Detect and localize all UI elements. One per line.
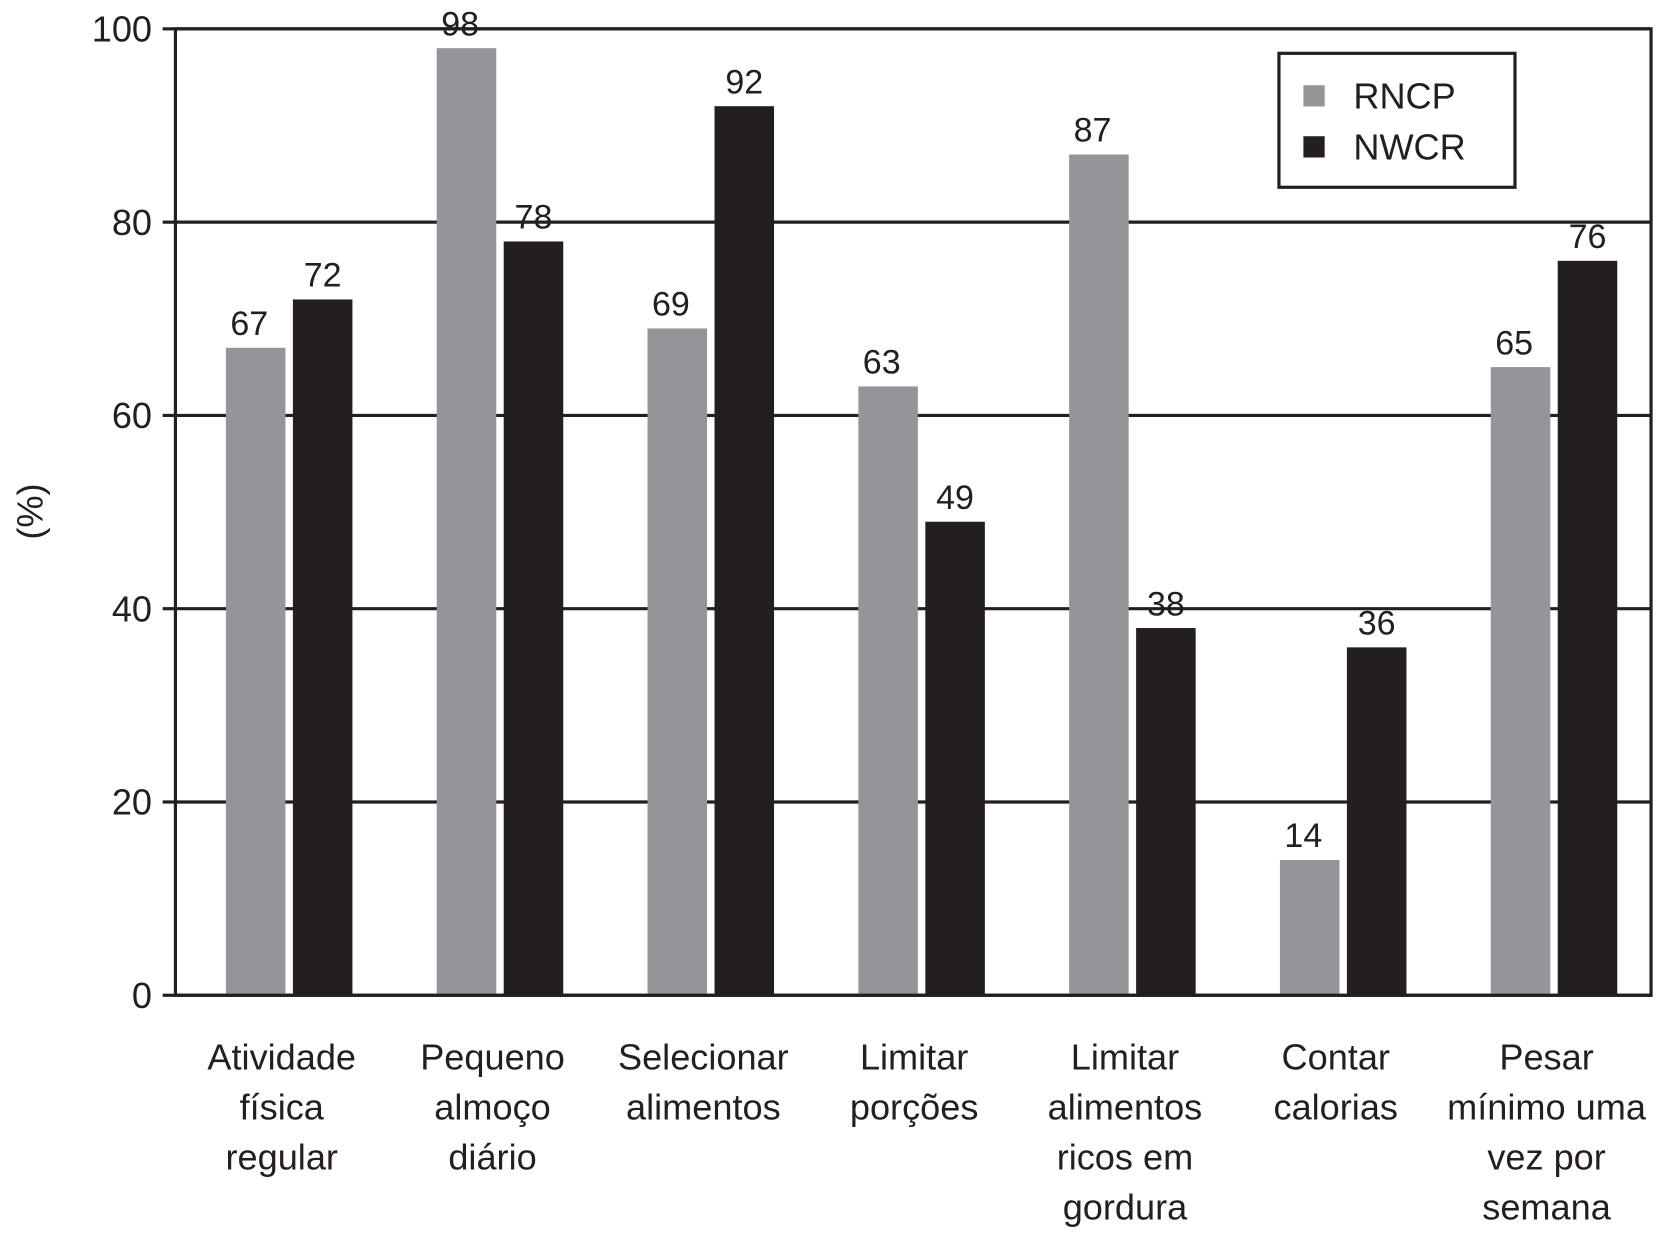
data-label: 63 — [863, 344, 901, 382]
bar-nwcr — [1346, 647, 1407, 996]
data-label: 98 — [441, 5, 479, 43]
y-axis-label: (%) — [10, 483, 51, 539]
x-tick-label: Limitar — [1071, 1037, 1179, 1078]
data-label: 78 — [515, 199, 553, 237]
legend-swatch-rncp — [1303, 85, 1325, 107]
bar-nwcr — [1557, 260, 1618, 996]
data-label: 36 — [1358, 605, 1396, 643]
legend: RNCP NWCR — [1277, 51, 1517, 189]
x-tick-label: Limitar — [860, 1037, 968, 1078]
data-label: 69 — [652, 286, 690, 324]
data-label: 38 — [1147, 585, 1185, 623]
legend-box — [1277, 51, 1517, 189]
bar-rncp — [1069, 154, 1129, 996]
x-tick-label: física — [240, 1087, 325, 1128]
y-tick-label: 0 — [132, 975, 152, 1016]
bar-rncp — [1490, 367, 1551, 996]
bar-rncp — [647, 328, 708, 996]
y-tick-label: 80 — [112, 202, 152, 243]
data-label: 67 — [230, 305, 268, 343]
plot-frame — [173, 27, 1653, 997]
x-tick-label: calorias — [1274, 1087, 1398, 1128]
x-tick-label: vez por — [1487, 1137, 1605, 1178]
x-tick-label: regular — [226, 1137, 338, 1178]
x-tick-label: alimentos — [1048, 1087, 1203, 1128]
y-tick-label: 20 — [112, 782, 152, 823]
x-tick-label: alimentos — [626, 1087, 781, 1128]
legend-swatch-nwcr — [1303, 136, 1325, 158]
bar-nwcr — [714, 106, 775, 996]
bar-rncp — [225, 347, 286, 996]
bar-nwcr — [292, 299, 353, 996]
legend-label: NWCR — [1353, 127, 1465, 168]
x-tick-label: ricos em — [1057, 1137, 1194, 1178]
x-tick-label: Pequeno — [420, 1037, 565, 1078]
y-tick-label: 60 — [112, 395, 152, 436]
data-label: 92 — [725, 63, 763, 101]
data-label: 76 — [1569, 218, 1607, 256]
x-tick-label: porções — [850, 1087, 979, 1128]
bar-rncp — [1279, 859, 1340, 996]
data-label: 72 — [304, 257, 342, 295]
x-tick-label: Selecionar — [618, 1037, 789, 1078]
x-tick-label: gordura — [1063, 1187, 1188, 1228]
y-tick-label: 40 — [112, 588, 152, 629]
y-tick-label: 100 — [92, 9, 152, 50]
x-tick-label: almoço — [434, 1087, 550, 1128]
bars — [225, 48, 1618, 996]
x-tick-label: diário — [448, 1137, 536, 1178]
bar-nwcr — [925, 521, 985, 996]
x-tick-label: semana — [1482, 1187, 1611, 1228]
data-label: 49 — [936, 479, 974, 517]
x-tick-label: Atividade — [207, 1037, 356, 1078]
legend-label: RNCP — [1353, 76, 1455, 117]
bar-rncp — [436, 48, 497, 996]
x-tick-labels: Atividade física regular Pequeno almoço diári… — [207, 1037, 1646, 1228]
data-label: 14 — [1284, 817, 1322, 855]
data-label: 65 — [1495, 324, 1533, 362]
x-tick-label: Contar — [1282, 1037, 1390, 1078]
bar-rncp — [858, 386, 918, 996]
bar-nwcr — [503, 241, 564, 996]
data-labels: 67 72 98 78 69 92 63 49 87 38 14 36 65 76 — [230, 5, 1606, 855]
x-tick-label: Pesar — [1499, 1037, 1593, 1078]
x-tick-label: mínimo uma — [1447, 1087, 1647, 1128]
y-tick-labels: 0 20 40 60 80 100 — [92, 9, 152, 1016]
data-label: 87 — [1074, 112, 1112, 150]
bar-nwcr — [1136, 628, 1196, 996]
